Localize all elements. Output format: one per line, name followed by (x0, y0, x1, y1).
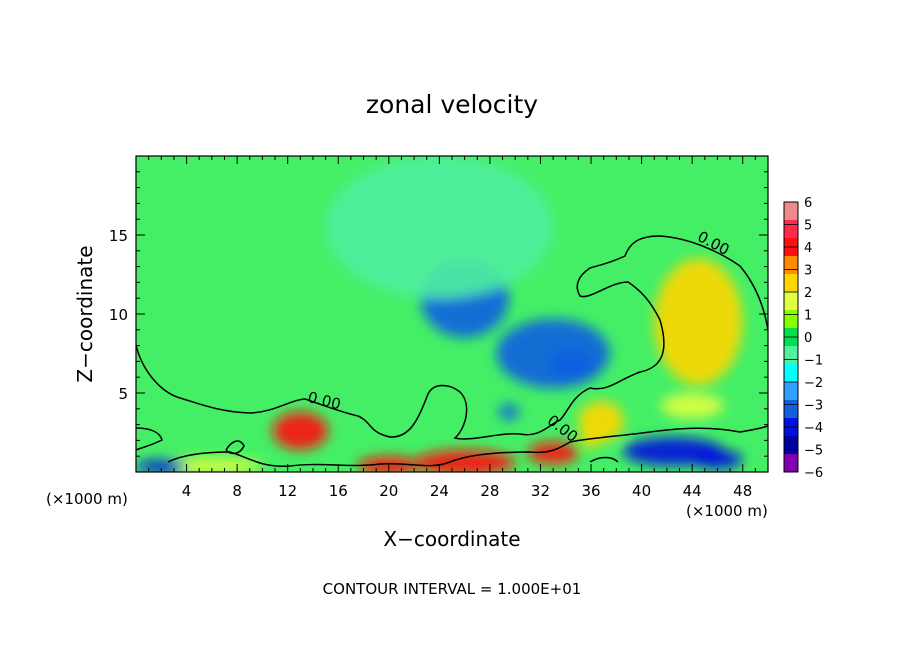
field-anomaly-13 (692, 449, 743, 469)
x-tick-label: 44 (683, 482, 702, 500)
x-unit-right: (×1000 m) (686, 502, 768, 520)
x-tick-label: 36 (581, 482, 600, 500)
colorbar-swatch (784, 274, 798, 293)
field-anomaly-4 (654, 258, 743, 386)
colorbar-label: 5 (804, 219, 812, 234)
colorbar-swatch (784, 220, 798, 239)
field-anomaly-15 (498, 404, 519, 420)
colorbar-swatch (784, 436, 798, 455)
x-axis-label: X−coordinate (383, 527, 520, 551)
x-tick-label: 8 (232, 482, 242, 500)
colorbar-label: 4 (804, 241, 812, 256)
colorbar-swatch (784, 382, 798, 401)
field-anomaly-10 (527, 441, 579, 465)
colorbar-label: −1 (804, 354, 823, 369)
x-tick-label: 4 (182, 482, 192, 500)
y-tick-label: 10 (109, 306, 128, 324)
contour-line-lower (136, 425, 768, 467)
field-anomaly-7 (580, 426, 602, 449)
y-axis-label: Z−coordinate (73, 245, 97, 382)
field-anomaly-5 (272, 411, 329, 450)
x-tick-label: 32 (531, 482, 550, 500)
x-tick-label: 20 (379, 482, 398, 500)
y-tick-label: 15 (109, 227, 128, 245)
colorbar-swatch (784, 400, 798, 419)
field-anomaly-16 (660, 393, 724, 419)
contour-labels: 0.000.000.00 (306, 227, 733, 445)
field-anomaly-1 (496, 318, 610, 389)
x-tick-label: 40 (632, 482, 651, 500)
y-tick-label: 5 (118, 385, 128, 403)
colorbar-swatch (784, 454, 798, 473)
colorbar-label: 3 (804, 264, 812, 279)
colorbar-label: 1 (804, 309, 812, 324)
colorbar-label: 0 (804, 331, 812, 346)
y-axis: 5 10 15 (109, 171, 768, 457)
colorbar-swatch (784, 364, 798, 383)
x-tick-label: 12 (278, 482, 297, 500)
x-unit-left: (×1000 m) (46, 490, 128, 508)
field-anomaly-3 (325, 156, 554, 299)
colorbar-label: −5 (804, 444, 823, 459)
colorbar-label: −2 (804, 376, 823, 391)
colorbar-label: −4 (804, 421, 823, 436)
colorbar-swatch (784, 310, 798, 329)
x-tick-label: 28 (480, 482, 499, 500)
x-tick-label: 24 (430, 482, 449, 500)
x-tick-label: 16 (329, 482, 348, 500)
colorbar-swatch (784, 202, 798, 221)
colorbar-label: 6 (804, 196, 812, 211)
colorbar-label: 2 (804, 286, 812, 301)
contour-line-upper (136, 235, 768, 440)
colorbar: 6 5 4 3 2 1 0 −1 −2 −3 −4 −5 −6 (783, 196, 823, 481)
x-tick-label: 48 (733, 482, 752, 500)
colorbar-swatch (784, 256, 798, 275)
colorbar-swatch (784, 292, 798, 311)
field-anomaly-2 (549, 348, 595, 381)
x-axis: 4 8 12 16 20 24 28 32 36 40 44 48 (148, 156, 756, 500)
colorbar-label: −3 (804, 399, 823, 414)
colorbar-swatch (784, 346, 798, 365)
contour-interval-note: CONTOUR INTERVAL = 1.000E+01 (323, 580, 582, 598)
colorbar-label: −6 (804, 466, 823, 481)
plot-area (136, 156, 768, 472)
chart-title: zonal velocity (366, 90, 538, 119)
